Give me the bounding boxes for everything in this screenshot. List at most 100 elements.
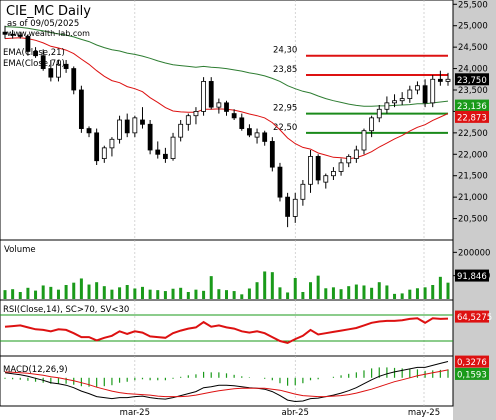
volume-bar: [270, 272, 274, 299]
volume-bar: [232, 291, 236, 299]
candle-body: [94, 132, 100, 162]
chart-date: as of 09/05/2025: [7, 19, 79, 29]
candle-body: [48, 68, 54, 78]
volume-bar: [56, 289, 60, 299]
candle-body: [178, 123, 184, 138]
volume-bar: [377, 282, 381, 299]
volume-bar: [370, 287, 374, 299]
candle-body: [185, 115, 191, 125]
candle-body: [78, 89, 84, 129]
level-label: 22,95: [273, 104, 297, 114]
volume-bars: [3, 271, 450, 299]
candle-body: [346, 156, 352, 164]
rsi-line: [4, 317, 449, 344]
candle-body: [384, 102, 390, 110]
volume-bar: [110, 289, 114, 299]
volume-bar: [278, 287, 282, 299]
chart-title: CIE_MC Daily: [6, 4, 91, 19]
ema21-line: [4, 26, 449, 107]
candle-body: [2, 31, 8, 35]
macd-signal-line: [4, 369, 449, 398]
volume-bar: [431, 285, 435, 299]
candle-body: [430, 78, 436, 104]
candle-body: [369, 117, 375, 132]
volume-bar: [133, 288, 137, 299]
volume-bar: [240, 294, 244, 299]
volume-bar: [385, 285, 389, 299]
candle-body: [308, 156, 313, 185]
price-tick-label: 24,500: [458, 43, 488, 53]
volume-last-label-bg: [455, 269, 489, 282]
ema21-value-label: 23,136: [457, 102, 487, 112]
candle-body: [422, 85, 428, 104]
date-label: abr-25: [282, 408, 309, 418]
volume-bar: [148, 289, 152, 299]
volume-bar: [186, 292, 190, 299]
candlesticks: [2, 25, 451, 228]
volume-bar: [301, 292, 305, 299]
volume-bar: [393, 293, 397, 299]
volume-bar: [339, 289, 343, 299]
volume-bar: [316, 275, 320, 299]
volume-bar: [125, 285, 129, 299]
candle-body: [162, 153, 168, 159]
candle-body: [315, 156, 321, 181]
rsi-title: RSI(Close,14), SC>70, SV<30: [3, 305, 129, 315]
candle-body: [101, 147, 107, 159]
rsi-last-label-bg: [455, 310, 489, 323]
volume-bar: [163, 291, 167, 299]
signal-last-label: 0,1593: [457, 370, 487, 380]
volume-bar: [293, 278, 297, 299]
candle-body: [376, 108, 382, 119]
candle-body: [285, 196, 291, 217]
macd-last-label: 0,3276: [457, 358, 487, 368]
candle-body: [147, 123, 153, 151]
volume-bar: [49, 286, 53, 299]
macd-pane: [4, 361, 449, 403]
candle-body: [40, 55, 46, 69]
rsi-last-label: 64,5275: [457, 313, 492, 323]
volume-bar: [171, 288, 175, 299]
candle-body: [109, 138, 115, 149]
date-axis-labels: mar-25 abr-25 may-25: [120, 408, 440, 418]
volume-bar: [362, 285, 366, 299]
candle-body: [56, 63, 61, 78]
candle-body: [10, 33, 16, 36]
level-label: 24,30: [273, 46, 297, 56]
volume-bar: [400, 293, 404, 299]
candle-body: [140, 119, 145, 125]
candle-body: [170, 136, 176, 159]
volume-bar: [102, 286, 106, 299]
candle-body: [71, 68, 77, 91]
volume-bar: [26, 287, 30, 299]
volume-bar: [408, 289, 412, 299]
volume-bar: [34, 290, 38, 299]
candle-body: [132, 117, 138, 134]
volume-bar: [3, 290, 7, 299]
volume-bar: [286, 292, 290, 299]
price-axis-strip: [453, 0, 496, 420]
volume-bar: [415, 288, 419, 299]
candle-body: [338, 162, 344, 172]
volume-bar: [354, 284, 358, 299]
volume-bar: [347, 286, 351, 299]
candle-body: [247, 128, 252, 136]
volume-bar: [247, 288, 251, 299]
macd-pane-frame: [0, 355, 454, 407]
volume-last-label: 91,846: [457, 272, 487, 282]
volume-bar: [18, 292, 22, 299]
candle-body: [216, 102, 222, 108]
volume-bar: [41, 285, 45, 299]
candle-body: [262, 132, 268, 142]
candle-body: [407, 89, 413, 99]
price-tick-label: 20,500: [458, 215, 488, 225]
candle-body: [208, 81, 214, 108]
volume-bar: [64, 285, 68, 299]
date-label: mar-25: [120, 408, 150, 418]
volume-bar: [202, 290, 206, 299]
candle-body: [224, 102, 229, 112]
candle-body: [201, 81, 206, 112]
watermark-url: www.wealth-lab.com: [7, 29, 90, 38]
